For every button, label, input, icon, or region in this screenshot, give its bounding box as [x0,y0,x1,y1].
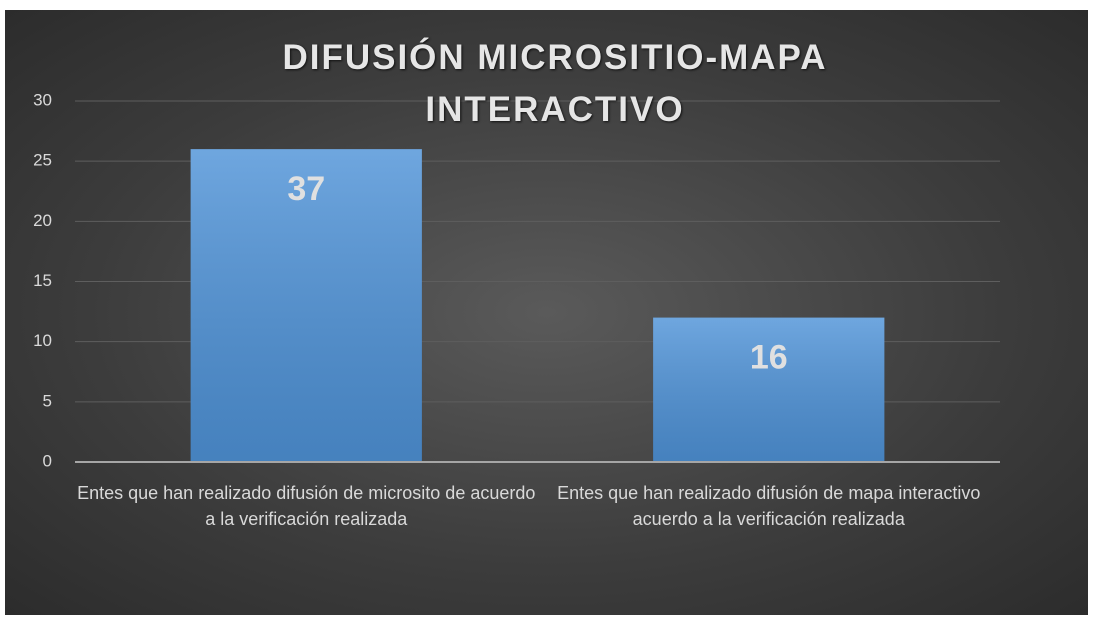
y-tick-label: 20 [33,211,52,230]
y-tick-label: 0 [43,451,52,470]
chart-background [5,10,1088,615]
y-tick-label: 30 [33,90,52,109]
y-tick-label: 10 [33,331,52,350]
y-tick-label: 25 [33,151,52,170]
x-tick-label: Entes que han realizado difusión de mapa… [557,483,981,529]
y-tick-label: 15 [33,271,52,290]
x-tick-label: Entes que han realizado difusión de micr… [77,483,536,529]
chart-title: DIFUSIÓN MICROSITIO-MAPA INTERACTIVO [282,38,828,129]
data-label: 37 [287,170,325,208]
data-label: 16 [750,339,788,377]
y-tick-label: 5 [43,391,52,410]
